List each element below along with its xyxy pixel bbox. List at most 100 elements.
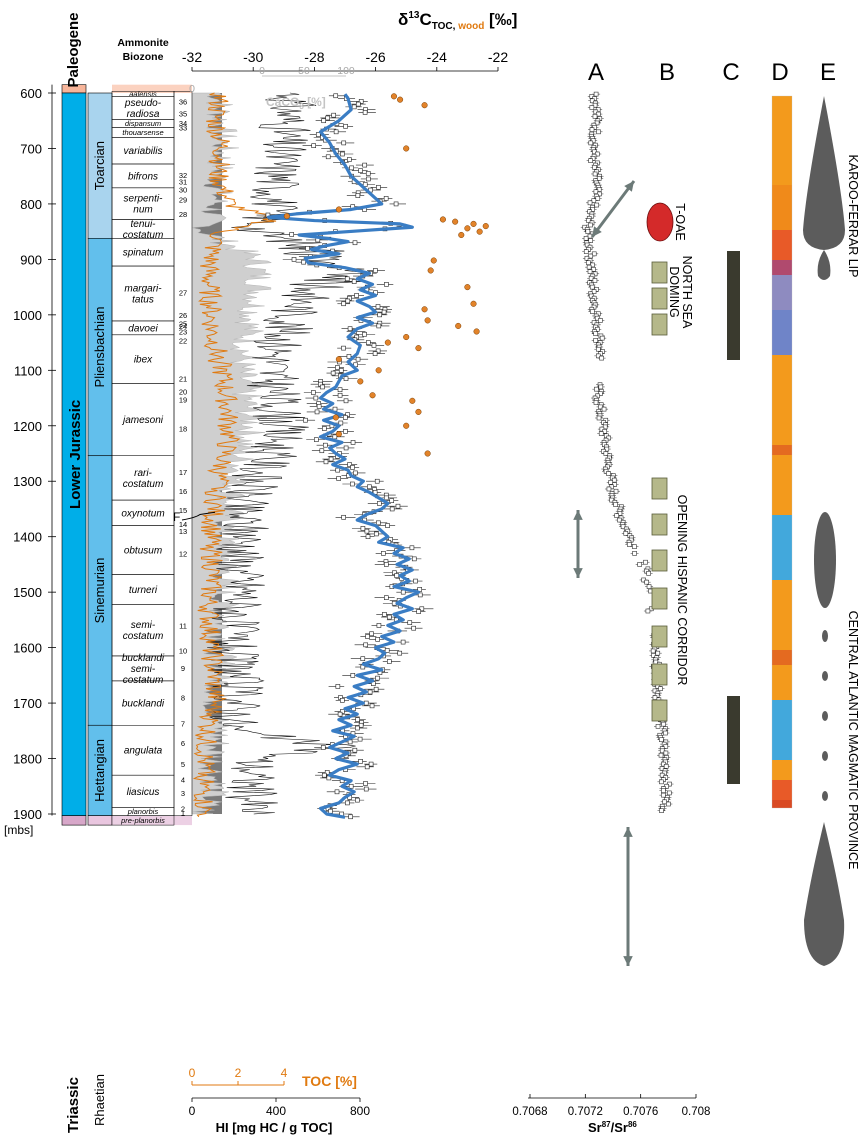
paleogene-band — [112, 84, 192, 93]
zone-number: 16 — [179, 487, 187, 496]
zone-number: 1 — [181, 808, 185, 817]
sr-point — [594, 386, 599, 392]
sr-point — [659, 808, 664, 813]
zone-number: 17 — [179, 468, 187, 477]
depth-unit: [mbs] — [4, 823, 33, 837]
sr-point — [614, 513, 619, 518]
depth-tick-label: 1000 — [13, 308, 42, 323]
depth-tick-label: 1200 — [13, 419, 42, 434]
d-segment — [772, 760, 792, 780]
d13c-point — [365, 634, 370, 639]
d13c-point — [355, 356, 361, 362]
d13c-point — [366, 340, 371, 345]
d13c-point — [355, 101, 361, 107]
d13c-point — [330, 370, 336, 376]
depth-tick-label: 1800 — [13, 752, 42, 767]
d13c-point — [363, 786, 369, 792]
sr-point — [588, 158, 593, 163]
sr-point — [599, 335, 605, 341]
toc-tick-label: 4 — [281, 1066, 288, 1080]
wood-point — [415, 345, 422, 352]
biozone-label: bifrons — [128, 171, 158, 182]
sr-point — [588, 238, 593, 243]
c-bar-lower — [727, 696, 740, 784]
biozone-label: thouarsense — [122, 128, 163, 137]
arrow-a-upper-head — [592, 226, 602, 237]
biozone-label: rari- — [134, 468, 152, 479]
d13c-point — [328, 456, 334, 462]
sr-point — [646, 584, 652, 589]
d13c-point — [394, 573, 399, 578]
d13c-point — [350, 465, 355, 470]
d13c-point — [335, 365, 340, 370]
wood-point — [403, 145, 410, 152]
d13c-point — [334, 789, 340, 795]
d13c-point — [360, 656, 366, 662]
zone-number: 9 — [181, 664, 185, 673]
sr-point — [598, 318, 603, 323]
toc-axis-label: TOC [%] — [302, 1073, 357, 1089]
d13c-point — [333, 93, 339, 99]
karoo-label: KAROO-FERRAR LIP — [846, 155, 860, 278]
wood-point — [409, 397, 416, 404]
d13c-point — [352, 240, 358, 246]
c-bar-upper — [727, 251, 740, 360]
wood-point — [283, 213, 290, 220]
d13c-point — [336, 476, 341, 481]
sr-point — [589, 105, 595, 110]
d13c-point — [321, 772, 327, 778]
d-segment — [772, 355, 792, 420]
zone-number: 29 — [179, 195, 187, 204]
sr-point — [666, 790, 672, 796]
wood-point — [415, 408, 422, 415]
d13c-point — [335, 684, 341, 689]
d13c-point — [301, 259, 306, 265]
d13c-point — [376, 520, 381, 526]
d13c-point — [376, 623, 382, 628]
d-segment — [772, 420, 792, 445]
wood-point — [390, 93, 398, 100]
sr-tick-label: 0.7076 — [623, 1106, 658, 1118]
d13c-point — [387, 659, 392, 664]
sr-point — [596, 129, 601, 135]
depth-tick-label: 1300 — [13, 474, 42, 489]
sr-point — [585, 229, 591, 234]
biozone-label: liasicus — [127, 787, 160, 798]
d13c-point — [291, 257, 297, 262]
sr-point — [644, 579, 649, 585]
hispanic-box — [651, 587, 668, 610]
biozone-label: serpenti- — [124, 194, 164, 205]
sr-point — [592, 171, 598, 177]
sr-point — [613, 488, 619, 494]
caco3-zero-label: 0 — [189, 83, 195, 95]
d13c-point — [364, 528, 370, 534]
biozone-label: variabilis — [124, 146, 163, 157]
d13c-point — [367, 484, 372, 490]
stage-label: Toarcian — [92, 141, 107, 190]
sr-tick-label: 0.708 — [682, 1106, 711, 1118]
arrow-a-upper-head — [624, 181, 634, 192]
d13c-point — [340, 698, 345, 703]
biozone-label: tenui- — [130, 219, 156, 230]
sr-axis-label: Sr87/Sr86 — [588, 1120, 637, 1135]
d-segment — [772, 150, 792, 185]
d13c-point — [381, 309, 387, 315]
sr-point — [606, 486, 612, 492]
depth-tick-label: 1900 — [13, 807, 42, 822]
d13c-point — [372, 351, 378, 356]
d13c-point — [323, 459, 329, 465]
d13c-point — [341, 345, 346, 351]
d13c-point — [363, 642, 368, 648]
d13c-point — [365, 171, 371, 176]
sr-point — [586, 264, 592, 270]
sr-point — [596, 346, 601, 352]
zone-number: 7 — [181, 720, 185, 729]
d13c-point — [368, 761, 374, 767]
d13c-point — [325, 154, 331, 160]
d13c-point — [411, 625, 417, 631]
hispanic-box — [651, 477, 668, 500]
d13c-point — [346, 354, 352, 359]
hi-axis-label: HI [mg HC / g TOC] — [216, 1120, 333, 1135]
biozone-label: pre-planorbis — [120, 816, 165, 825]
